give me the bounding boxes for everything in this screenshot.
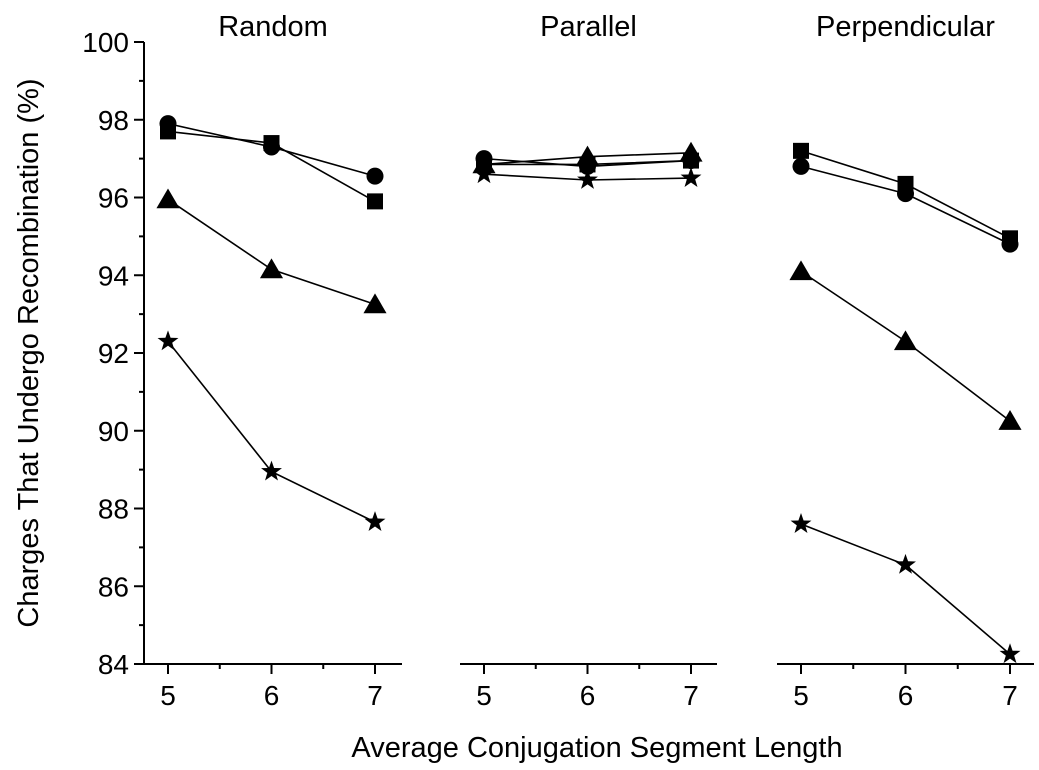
- panel-title: Perpendicular: [816, 11, 995, 43]
- marker-star: [680, 167, 702, 187]
- marker-square: [1002, 230, 1018, 247]
- series-line-star: [800, 523, 1011, 655]
- x-tick-label: 7: [683, 680, 699, 711]
- marker-square: [367, 193, 383, 210]
- y-tick-label: 98: [98, 105, 129, 136]
- panel-title: Random: [218, 11, 328, 43]
- x-tick-label: 6: [898, 680, 914, 711]
- marker-star: [790, 513, 812, 533]
- marker-triangle: [575, 145, 600, 166]
- x-tick-label: 5: [160, 680, 176, 711]
- x-tick-label: 6: [264, 680, 280, 711]
- marker-square: [160, 123, 176, 140]
- x-tick-label: 5: [793, 680, 809, 711]
- marker-square: [793, 142, 809, 159]
- panel-title: Parallel: [540, 11, 637, 43]
- series-line-star: [167, 340, 376, 523]
- y-tick-label: 90: [98, 416, 129, 447]
- y-tick-label: 94: [98, 260, 129, 291]
- y-tick-label: 84: [98, 649, 129, 680]
- marker-star: [895, 553, 916, 574]
- marker-square: [897, 175, 914, 192]
- y-tick-label: 100: [82, 27, 129, 58]
- marker-triangle: [259, 258, 284, 279]
- x-tick-label: 5: [476, 680, 492, 711]
- marker-triangle: [156, 188, 180, 209]
- marker-star: [261, 460, 282, 481]
- marker-star: [364, 511, 386, 532]
- y-tick-label: 86: [98, 571, 129, 602]
- marker-star: [157, 330, 179, 351]
- marker-star: [577, 169, 598, 189]
- marker-triangle: [679, 141, 703, 162]
- x-tick-label: 6: [580, 680, 596, 711]
- marker-star: [473, 163, 495, 184]
- marker-triangle: [789, 260, 813, 281]
- y-tick-label: 88: [98, 494, 129, 525]
- marker-square: [263, 135, 280, 152]
- marker-triangle: [893, 330, 918, 351]
- series-line-triangle: [167, 198, 376, 306]
- marker-triangle: [363, 293, 387, 314]
- x-tick-label: 7: [1002, 680, 1018, 711]
- y-tick-label: 96: [98, 183, 129, 214]
- marker-circle: [366, 167, 384, 185]
- y-axis-title: Charges That Undergo Recombination (%): [13, 78, 45, 627]
- axes-layer: 84 86 88 90 92 94 96 98 100: [82, 27, 145, 680]
- marker-triangle: [998, 410, 1022, 430]
- x-tick-label: 7: [367, 680, 383, 711]
- y-tick-label: 92: [98, 338, 129, 369]
- panel-perpendicular: 5 6 7 Perpendicular: [777, 11, 1034, 711]
- x-axis-title: Average Conjugation Segment Length: [351, 732, 842, 764]
- panel-parallel: 5 6 7 Parallel: [460, 11, 717, 711]
- marker-circle: [792, 157, 810, 175]
- marker-star: [999, 643, 1021, 664]
- panels-layer: 5 6 7 Random 5 6 7 Parallel 5 6 7 Perpendicular: [144, 11, 1034, 711]
- panel-random: 5 6 7 Random: [144, 11, 402, 711]
